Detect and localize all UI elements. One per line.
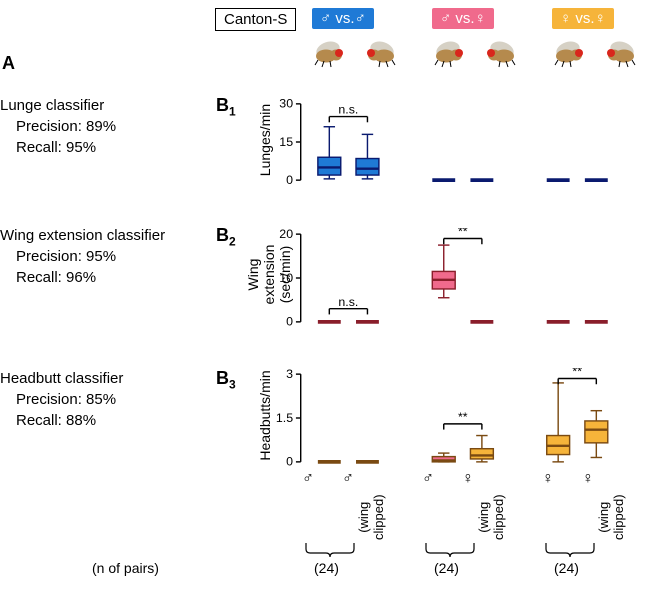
- svg-text:n.s.: n.s.: [338, 103, 358, 117]
- chart-b3: 0 1.5 3 ** **: [274, 368, 644, 468]
- lunge-precision: Precision: 89%: [16, 116, 116, 137]
- wing-precision: Precision: 95%: [16, 246, 165, 267]
- panel-b3-label: B3: [216, 368, 236, 392]
- classifier-wing: Wing extension classifier Precision: 95%…: [0, 225, 165, 288]
- svg-text:1.5: 1.5: [276, 411, 293, 425]
- xcat-1: ♂: [342, 470, 354, 488]
- svg-text:0: 0: [286, 315, 293, 328]
- fly-pair-3: [550, 36, 630, 68]
- n-1: (24): [434, 560, 459, 576]
- classifier-lunge: Lunge classifier Precision: 89% Recall: …: [0, 95, 116, 158]
- wing-title: Wing extension classifier: [0, 225, 165, 246]
- cond-male-male: ♂ vs.♂: [312, 8, 374, 29]
- classifier-headbutt: Headbutt classifier Precision: 85% Recal…: [0, 368, 123, 431]
- svg-text:0: 0: [286, 455, 293, 468]
- chart-b2: 0 10 20 n.s. **: [274, 228, 644, 328]
- brace-0: [304, 543, 356, 559]
- xcat-0: ♂: [302, 470, 314, 488]
- wing-clipped-1: (wing clipped): [356, 494, 386, 540]
- ylabel-b1: Lunges/min: [257, 100, 273, 180]
- svg-text:15: 15: [279, 135, 293, 149]
- ylabel-b3: Headbutts/min: [257, 368, 273, 463]
- headbutt-title: Headbutt classifier: [0, 368, 123, 389]
- xcat-4: ♀: [542, 470, 554, 488]
- fly-pair-2: [430, 36, 510, 68]
- n-2: (24): [554, 560, 579, 576]
- brace-1: [424, 543, 476, 559]
- svg-text:0: 0: [286, 173, 293, 186]
- wing-clipped-3: (wing clipped): [476, 494, 506, 540]
- cond-female-female: ♀ vs.♀: [552, 8, 614, 29]
- wing-recall: Recall: 96%: [16, 267, 165, 288]
- lunge-title: Lunge classifier: [0, 95, 116, 116]
- xcat-2: ♂: [422, 470, 434, 488]
- chart-b1: 0 15 30 n.s.: [274, 98, 644, 186]
- lunge-recall: Recall: 95%: [16, 137, 116, 158]
- panel-a-label: A: [2, 53, 15, 74]
- brace-2: [544, 543, 596, 559]
- fly-pair-1: [310, 36, 390, 68]
- panel-b2-label: B2: [216, 225, 236, 249]
- svg-text:**: **: [458, 228, 468, 239]
- headbutt-recall: Recall: 88%: [16, 410, 123, 431]
- headbutt-precision: Precision: 85%: [16, 389, 123, 410]
- xcat-5: ♀: [582, 470, 594, 488]
- svg-text:n.s.: n.s.: [338, 295, 358, 309]
- svg-text:3: 3: [286, 368, 293, 381]
- svg-text:20: 20: [279, 228, 293, 241]
- cond-male-female: ♂ vs.♀: [432, 8, 494, 29]
- panel-b1-label: B1: [216, 95, 236, 119]
- n-of-pairs-label: (n of pairs): [92, 560, 159, 576]
- svg-text:10: 10: [279, 271, 293, 285]
- svg-text:**: **: [458, 410, 468, 424]
- svg-text:30: 30: [279, 98, 293, 111]
- n-0: (24): [314, 560, 339, 576]
- wing-clipped-5: (wing clipped): [596, 494, 626, 540]
- svg-text:**: **: [572, 368, 582, 379]
- strain-legend: Canton-S: [215, 8, 296, 31]
- xcat-3: ♀: [462, 470, 474, 488]
